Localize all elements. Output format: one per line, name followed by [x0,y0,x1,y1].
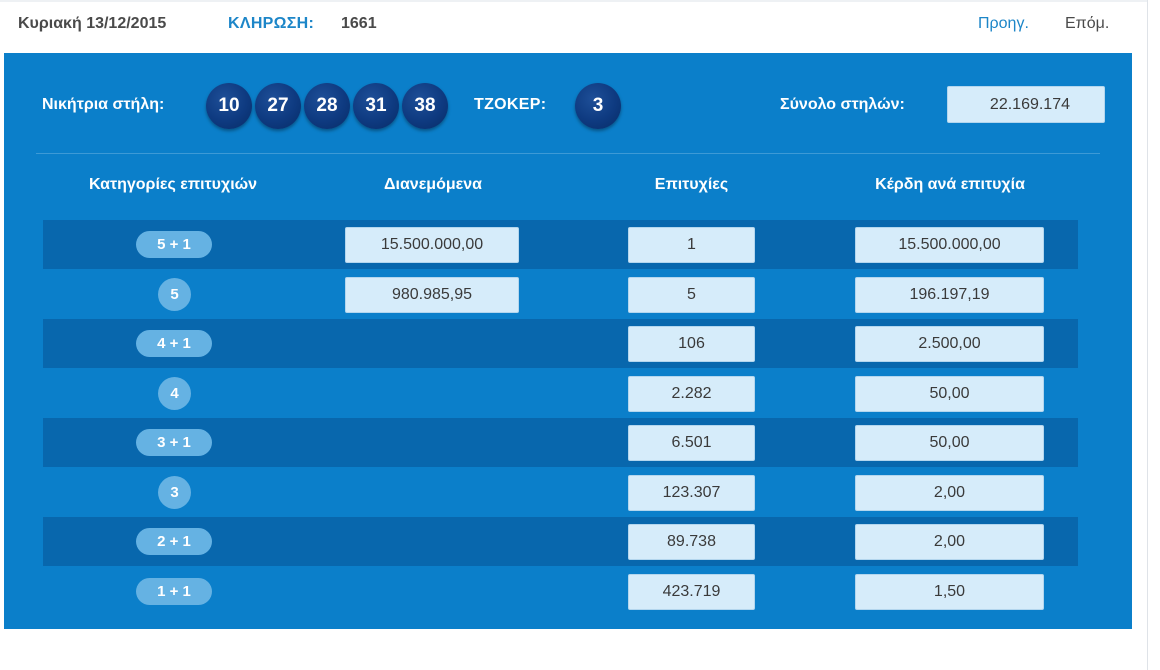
prize-value: 2.500,00 [855,326,1044,362]
table-row: 3 + 1 6.501 50,00 [43,418,1078,467]
table-row: 5 980.985,95 5 196.197,19 [43,270,1078,319]
distributed-value: 980.985,95 [345,277,519,313]
prize-value: 196.197,19 [855,277,1044,313]
winners-value: 1 [628,227,755,263]
prize-value: 50,00 [855,376,1044,412]
winning-number-ball: 38 [402,83,448,129]
winners-value: 423.719 [628,574,755,610]
previous-draw-link[interactable]: Προηγ. [978,15,1029,32]
winning-number-ball: 28 [304,83,350,129]
category-badge: 3 + 1 [136,429,212,456]
prize-value: 2,00 [855,475,1044,511]
category-badge: 5 + 1 [136,231,212,258]
draw-date: Κυριακή 13/12/2015 [18,15,167,32]
column-header-winners: Επιτυχίες [654,176,729,193]
winners-value: 89.738 [628,524,755,560]
draw-number: 1661 [341,15,377,32]
winners-value: 2.282 [628,376,755,412]
winning-number-ball: 31 [353,83,399,129]
distributed-value: 15.500.000,00 [345,227,519,263]
divider [36,153,1100,154]
winners-value: 106 [628,326,755,362]
winning-number-ball: 27 [255,83,301,129]
table-row: 2 + 1 89.738 2,00 [43,517,1078,566]
winning-number-ball: 10 [206,83,252,129]
page-edge-rule [1147,0,1148,670]
category-badge: 5 [158,278,191,311]
category-badge: 4 + 1 [136,330,212,357]
category-badge: 1 + 1 [136,578,212,605]
table-row: 5 + 1 15.500.000,00 1 15.500.000,00 [43,220,1078,269]
table-row: 1 + 1 423.719 1,50 [43,567,1078,616]
next-draw-link[interactable]: Επόμ. [1065,15,1110,32]
results-panel: Νικήτρια στήλη: 10 27 28 31 38 ΤΖΟΚΕΡ: 3… [4,53,1132,629]
top-rule [0,0,1147,2]
column-header-prize: Κέρδη ανά επιτυχία [875,176,1025,193]
winning-column-label: Νικήτρια στήλη: [42,96,165,113]
column-header-distributed: Διανεμόμενα [384,176,482,193]
table-row: 4 2.282 50,00 [43,369,1078,418]
prize-value: 2,00 [855,524,1044,560]
prize-value: 1,50 [855,574,1044,610]
prize-value: 50,00 [855,425,1044,461]
total-columns-value: 22.169.174 [947,86,1105,123]
category-badge: 4 [158,377,191,410]
prize-value: 15.500.000,00 [855,227,1044,263]
winners-value: 6.501 [628,425,755,461]
table-row: 4 + 1 106 2.500,00 [43,319,1078,368]
column-header-category: Κατηγορίες επιτυχιών [88,176,258,193]
category-badge: 2 + 1 [136,528,212,555]
winners-value: 5 [628,277,755,313]
category-badge: 3 [158,476,191,509]
draw-label: ΚΛΗΡΩΣΗ: [228,15,315,32]
joker-ball: 3 [575,83,621,129]
joker-label: ΤΖΟΚΕΡ: [474,96,547,113]
winners-value: 123.307 [628,475,755,511]
draw-header: Κυριακή 13/12/2015 ΚΛΗΡΩΣΗ: 1661 Προηγ. … [0,0,1147,52]
table-row: 3 123.307 2,00 [43,468,1078,517]
total-columns-label: Σύνολο στηλών: [780,96,905,113]
